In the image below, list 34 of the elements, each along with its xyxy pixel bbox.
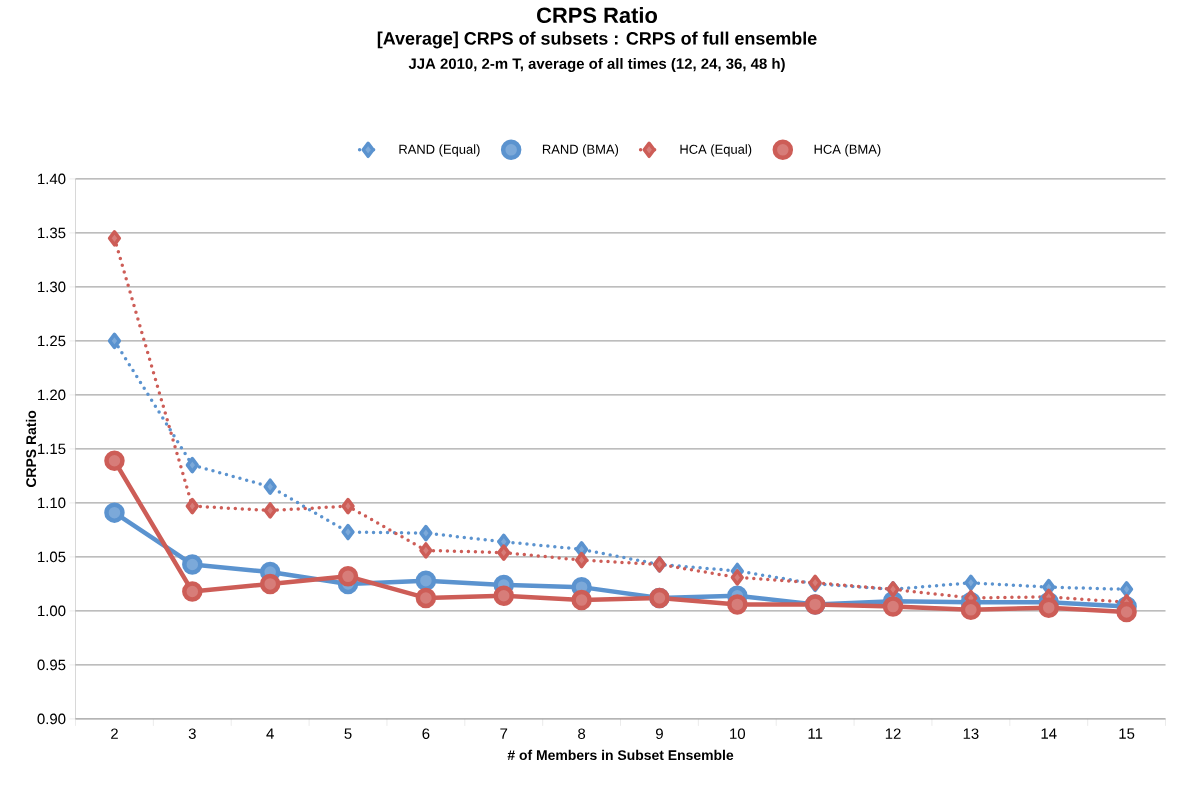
y-tick-label: 1.20 xyxy=(38,389,66,401)
y-tick-label: 1.10 xyxy=(38,497,66,509)
x-tick-label: 13 xyxy=(963,728,979,739)
x-axis-title: # of Members in Subset Ensemble xyxy=(507,749,734,761)
x-tick-label: 12 xyxy=(885,728,901,739)
x-tick-label: 14 xyxy=(1041,728,1057,739)
y-tick-label: 1.15 xyxy=(38,443,66,455)
legend-label: HCA (BMA) xyxy=(814,144,881,157)
x-tick-label: 7 xyxy=(500,728,508,739)
y-tick-label: 1.30 xyxy=(38,281,66,293)
legend-label: RAND (Equal) xyxy=(399,144,480,157)
text: JJA 2010, 2-m T, average of all times (12, 24, 36, 48 h) xyxy=(408,57,785,72)
chart-subtitle: [Average] CRPS of subsets : CRPS of full ensemble xyxy=(377,31,817,49)
y-tick-label: 1.35 xyxy=(38,227,66,239)
legend-label: RAND (BMA) xyxy=(542,144,619,157)
x-tick-label: 8 xyxy=(578,728,586,739)
x-tick-label: 6 xyxy=(422,728,430,739)
x-tick-label: 5 xyxy=(344,728,352,739)
legend-label: HCA (Equal) xyxy=(680,144,752,157)
x-tick-label: 10 xyxy=(730,728,746,739)
chart-title: CRPS Ratio xyxy=(537,6,658,24)
y-tick-label: 1.25 xyxy=(38,335,66,347)
y-tick-label: 1.40 xyxy=(38,173,66,185)
x-tick-label: 4 xyxy=(266,728,274,739)
y-tick-label: 0.90 xyxy=(37,713,66,725)
y-axis-title: CRPS Ratio xyxy=(25,410,37,488)
y-tick-label: 1.00 xyxy=(38,605,66,617)
x-tick-label: 15 xyxy=(1119,728,1135,739)
x-tick-label: 3 xyxy=(188,728,196,739)
y-tick-label: 1.05 xyxy=(38,551,66,563)
x-tick-label: 11 xyxy=(808,728,823,739)
x-tick-label: 2 xyxy=(111,728,118,739)
x-tick-label: 9 xyxy=(656,728,663,739)
y-tick-label: 0.95 xyxy=(37,659,66,671)
